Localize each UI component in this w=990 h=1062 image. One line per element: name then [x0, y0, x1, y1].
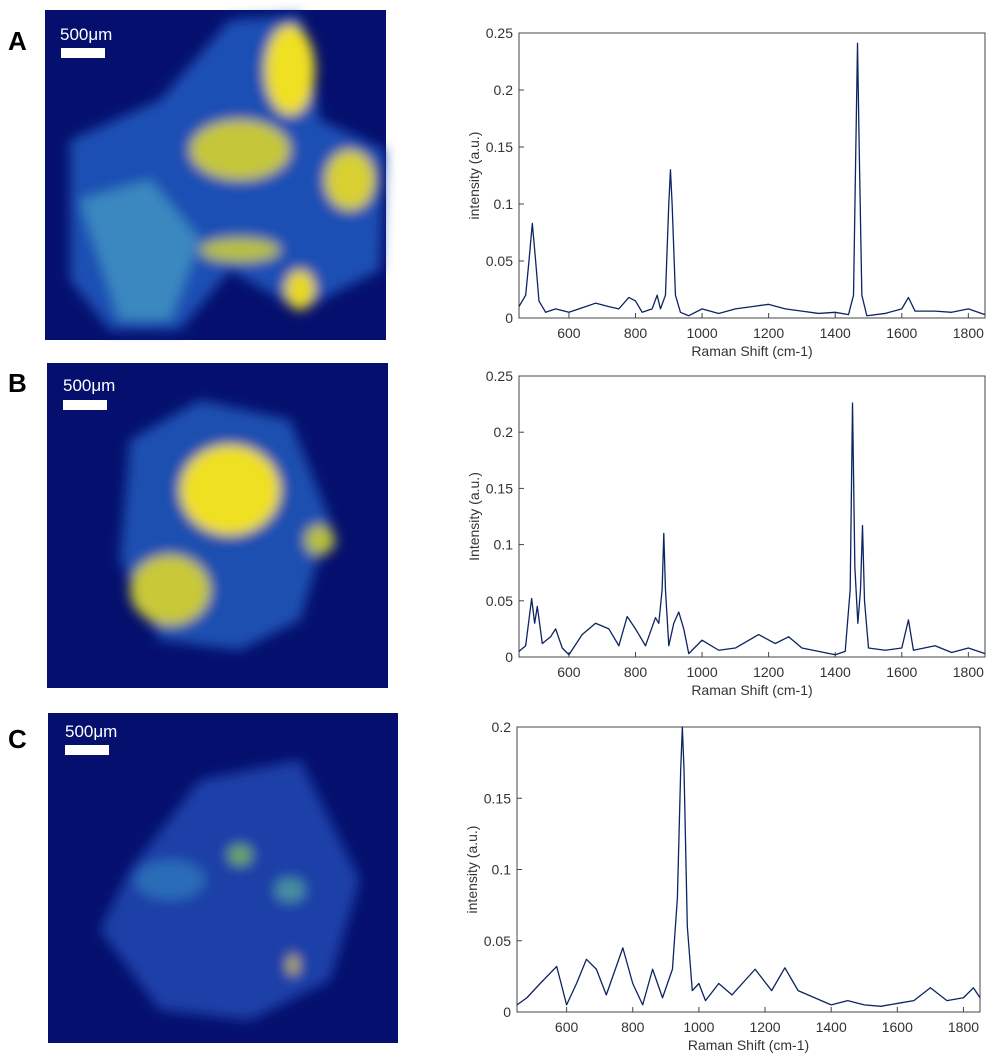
x-tick-label: 1600	[882, 1019, 913, 1035]
spectrum-line	[518, 42, 986, 317]
y-tick-label: 0	[503, 1004, 511, 1020]
x-tick-label: 1200	[749, 1019, 780, 1035]
x-tick-label: 1800	[953, 664, 984, 680]
y-axis-label: Intensity (a.u.)	[466, 472, 482, 561]
x-tick-label: 600	[555, 1019, 579, 1035]
y-axis-label: intensity (a.u.)	[466, 132, 482, 220]
x-tick-label: 800	[624, 325, 648, 341]
y-tick-label: 0.05	[486, 253, 513, 269]
y-tick-label: 0.15	[486, 139, 513, 155]
x-axis-label: Raman Shift (cm-1)	[691, 343, 812, 359]
x-tick-label: 600	[557, 325, 581, 341]
scale-bar	[65, 745, 109, 755]
y-tick-label: 0.25	[486, 368, 513, 384]
x-tick-label: 600	[557, 664, 581, 680]
plot-frame	[518, 375, 986, 658]
plot-frame	[516, 726, 981, 1013]
x-tick-label: 1400	[820, 325, 851, 341]
x-tick-label: 1200	[753, 664, 784, 680]
x-axis-label: Raman Shift (cm-1)	[691, 682, 812, 698]
y-tick-label: 0.2	[494, 424, 514, 440]
y-tick-label: 0.1	[494, 196, 514, 212]
y-tick-label: 0.25	[486, 25, 513, 41]
x-tick-label: 1000	[686, 664, 717, 680]
x-tick-label: 1600	[886, 325, 917, 341]
x-tick-label: 800	[624, 664, 648, 680]
y-tick-label: 0	[505, 310, 513, 326]
y-tick-label: 0.2	[492, 719, 512, 735]
y-tick-label: 0.1	[494, 537, 514, 553]
x-tick-label: 1400	[820, 664, 851, 680]
scale-bar	[61, 48, 105, 58]
x-tick-label: 1800	[948, 1019, 979, 1035]
plot-frame	[518, 32, 986, 319]
x-tick-label: 1600	[886, 664, 917, 680]
y-tick-label: 0.2	[494, 82, 514, 98]
spectrum-line	[518, 402, 986, 656]
y-tick-label: 0.05	[486, 593, 513, 609]
y-tick-label: 0.15	[486, 480, 513, 496]
panel-label: B	[8, 368, 27, 398]
panel-label: A	[8, 26, 27, 56]
scale-bar	[63, 400, 107, 410]
scale-label: 500μm	[63, 376, 115, 395]
scale-label: 500μm	[65, 722, 117, 741]
spectrum-line	[516, 726, 981, 1007]
scale-label: 500μm	[60, 25, 112, 44]
x-tick-label: 1800	[953, 325, 984, 341]
x-axis-label: Raman Shift (cm-1)	[688, 1037, 809, 1053]
x-tick-label: 1000	[686, 325, 717, 341]
x-tick-label: 1400	[816, 1019, 847, 1035]
heatmap-c	[48, 713, 398, 1043]
heatmap-a	[45, 10, 386, 340]
x-tick-label: 800	[621, 1019, 645, 1035]
y-tick-label: 0.15	[484, 790, 511, 806]
y-tick-label: 0.05	[484, 933, 511, 949]
x-tick-label: 1200	[753, 325, 784, 341]
x-tick-label: 1000	[683, 1019, 714, 1035]
y-tick-label: 0.1	[492, 862, 512, 878]
panel-label: C	[8, 724, 27, 754]
y-tick-label: 0	[505, 649, 513, 665]
y-axis-label: intensity (a.u.)	[464, 826, 480, 914]
heatmap-b	[47, 363, 388, 688]
